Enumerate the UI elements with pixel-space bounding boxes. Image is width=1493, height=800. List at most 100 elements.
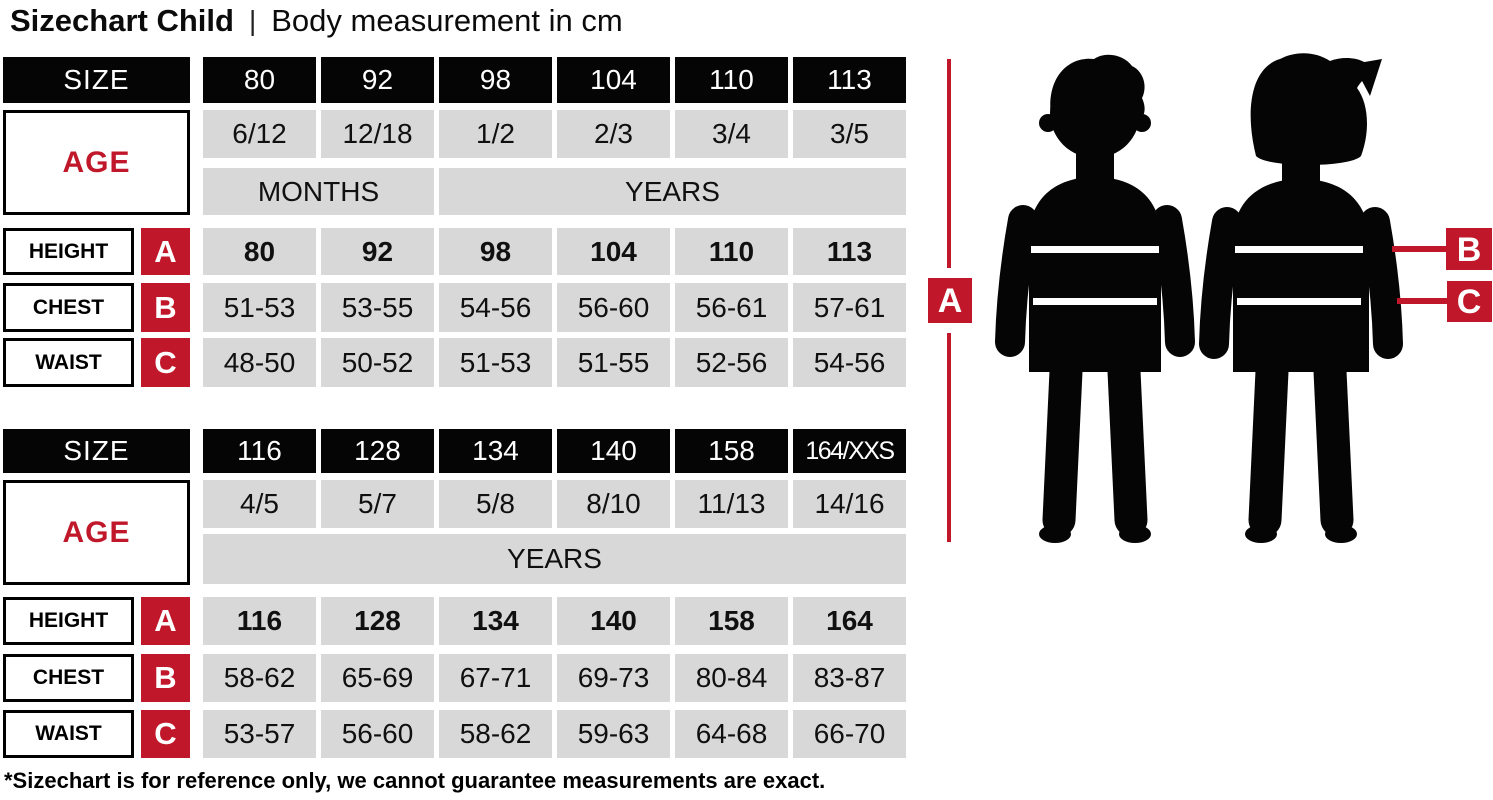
table1-height-row: 80 92 98 104 110 113 [203,228,906,275]
chest-cell: 53-55 [321,283,434,332]
table2-marker-b: B [141,654,190,702]
table2-waist-row: 53-57 56-60 58-62 59-63 64-68 66-70 [203,710,906,758]
chest-cell: 56-61 [675,283,788,332]
table2-age-label: AGE [3,480,190,585]
age-unit-cell: YEARS [203,534,906,584]
chest-marker-b: B [1392,228,1492,270]
chest-cell: 65-69 [321,654,434,702]
chest-cell: 80-84 [675,654,788,702]
table1-age-row: 6/12 12/18 1/2 2/3 3/4 3/5 [203,110,906,158]
size-cell: 128 [321,429,434,473]
table2-height-row: 116 128 134 140 158 164 [203,597,906,645]
height-cell: 134 [439,597,552,645]
age-cell: 14/16 [793,480,906,528]
title-main: Sizechart Child [10,3,234,38]
boy-chest-line [1031,246,1159,253]
height-cell: 92 [321,228,434,275]
age-cell: 3/5 [793,110,906,158]
chest-cell: 57-61 [793,283,906,332]
height-cell: 128 [321,597,434,645]
table2-waist-label: WAIST [3,710,134,758]
table2-size-header: SIZE [3,429,190,473]
table1-marker-a: A [141,228,190,275]
table1-chest-label: CHEST [3,283,134,332]
height-cell: 80 [203,228,316,275]
boy-waist-line [1033,298,1157,305]
marker-b-letter: B [1457,231,1482,269]
height-marker-a: A [928,59,972,542]
size-cell: 113 [793,57,906,103]
table1-height-label: HEIGHT [3,228,134,275]
height-cell: 104 [557,228,670,275]
age-cell: 5/8 [439,480,552,528]
age-cell: 5/7 [321,480,434,528]
size-cell: 164/XXS [793,429,906,473]
footnote: *Sizechart is for reference only, we can… [4,768,826,793]
table2-chest-row: 58-62 65-69 67-71 69-73 80-84 83-87 [203,654,906,702]
waist-cell: 53-57 [203,710,316,758]
table2-age-row: 4/5 5/7 5/8 8/10 11/13 14/16 [203,480,906,528]
chest-cell: 67-71 [439,654,552,702]
age-unit-cell: YEARS [439,168,906,215]
height-cell: 116 [203,597,316,645]
title-separator: | [248,5,257,36]
chest-cell: 69-73 [557,654,670,702]
chest-cell: 54-56 [439,283,552,332]
girl-chest-line [1235,246,1363,253]
size-cell: 116 [203,429,316,473]
chest-cell: 56-60 [557,283,670,332]
waist-cell: 59-63 [557,710,670,758]
age-cell: 12/18 [321,110,434,158]
table2-size-row: 116 128 134 140 158 164/XXS [203,429,906,473]
girl-waist-line [1237,298,1361,305]
size-cell: 140 [557,429,670,473]
height-cell: 158 [675,597,788,645]
table2-marker-c: C [141,710,190,758]
size-cell: 104 [557,57,670,103]
height-cell: 98 [439,228,552,275]
size-cell: 80 [203,57,316,103]
table1-size-row: 80 92 98 104 110 113 [203,57,906,103]
page-title: Sizechart Child | Body measurement in cm [10,0,623,42]
table1-age-label: AGE [3,110,190,215]
measurement-figure: A [928,53,1492,543]
waist-cell: 66-70 [793,710,906,758]
age-cell: 1/2 [439,110,552,158]
chest-cell: 58-62 [203,654,316,702]
height-cell: 113 [793,228,906,275]
title-subtitle: Body measurement in cm [271,3,623,38]
table2-height-label: HEIGHT [3,597,134,645]
age-cell: 6/12 [203,110,316,158]
table2-age-units-row: YEARS [203,534,906,584]
chest-cell: 83-87 [793,654,906,702]
waist-cell: 50-52 [321,338,434,387]
waist-cell: 48-50 [203,338,316,387]
girl-silhouette [1199,53,1403,543]
table1-marker-c: C [141,338,190,387]
table1-waist-row: 48-50 50-52 51-53 51-55 52-56 54-56 [203,338,906,387]
table2-chest-label: CHEST [3,654,134,702]
table1-chest-row: 51-53 53-55 54-56 56-60 56-61 57-61 [203,283,906,332]
table1-marker-b: B [141,283,190,332]
height-cell: 164 [793,597,906,645]
table1-age-units-row: MONTHS YEARS [203,168,906,215]
table2-marker-a: A [141,597,190,645]
age-cell: 2/3 [557,110,670,158]
chest-cell: 51-53 [203,283,316,332]
boy-silhouette [995,54,1195,543]
size-cell: 134 [439,429,552,473]
age-unit-cell: MONTHS [203,168,434,215]
age-cell: 4/5 [203,480,316,528]
waist-cell: 52-56 [675,338,788,387]
marker-c-letter: C [1457,283,1482,321]
waist-cell: 64-68 [675,710,788,758]
age-cell: 8/10 [557,480,670,528]
table1-size-header: SIZE [3,57,190,103]
height-cell: 110 [675,228,788,275]
size-cell: 158 [675,429,788,473]
table1-waist-label: WAIST [3,338,134,387]
height-cell: 140 [557,597,670,645]
size-cell: 110 [675,57,788,103]
waist-cell: 54-56 [793,338,906,387]
